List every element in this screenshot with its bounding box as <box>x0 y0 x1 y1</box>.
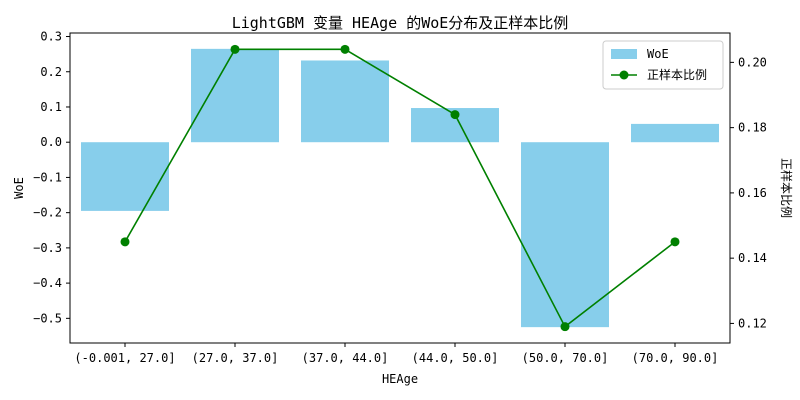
x-axis: (-0.001, 27.0] (27.0, 37.0] (37.0, 44.0] (4… <box>74 343 718 365</box>
x-axis-label: HEAge <box>382 372 418 386</box>
x-tick-label: (37.0, 44.0] <box>302 351 389 365</box>
woe-bar <box>301 60 389 143</box>
y-right-tick-label: 0.14 <box>738 251 767 265</box>
plot-frame <box>69 32 731 344</box>
y-axis-right-label: 正样本比例 <box>779 158 794 218</box>
y-left-tick-label: 0.1 <box>40 100 62 114</box>
y-right-tick-label: 0.12 <box>738 316 767 330</box>
x-tick-label: (70.0, 90.0] <box>632 351 719 365</box>
legend-label-woe: WoE <box>647 47 669 61</box>
x-tick-label: (44.0, 50.0] <box>412 351 499 365</box>
x-tick-label: (50.0, 70.0] <box>522 351 609 365</box>
y-left-tick-label: −0.1 <box>33 170 62 184</box>
positive-rate-point <box>670 237 680 247</box>
woe-bar <box>191 48 279 143</box>
line-layer <box>120 44 680 332</box>
y-left-tick-label: 0.3 <box>40 30 62 44</box>
positive-rate-point <box>450 110 460 120</box>
x-tick-label: (27.0, 37.0] <box>192 351 279 365</box>
x-tick-label: (-0.001, 27.0] <box>74 351 175 365</box>
y-left-tick-label: 0.0 <box>40 135 62 149</box>
y-right-tick-label: 0.20 <box>738 55 767 69</box>
woe-bar <box>81 142 169 211</box>
woe-bar <box>631 123 719 143</box>
y-left-tick-label: −0.2 <box>33 206 62 220</box>
chart-title: LightGBM 变量 HEAge 的WoE分布及正样本比例 <box>232 14 569 32</box>
bars-layer <box>81 48 719 328</box>
y-left-tick-label: −0.4 <box>33 276 62 290</box>
positive-rate-point <box>120 237 130 247</box>
y-left-tick-label: −0.3 <box>33 241 62 255</box>
y-left-tick-label: 0.2 <box>40 65 62 79</box>
positive-rate-line <box>124 48 676 328</box>
y-axis-left: −0.5 −0.4 −0.3 −0.2 −0.1 0.0 0.1 0.2 0.3 <box>33 30 70 325</box>
y-left-tick-label: −0.5 <box>33 311 62 325</box>
legend-label-rate: 正样本比例 <box>647 67 707 82</box>
y-axis-left-label: WoE <box>12 177 26 199</box>
woe-bar <box>521 142 609 328</box>
positive-rate-point <box>560 322 570 332</box>
positive-rate-point <box>230 44 240 54</box>
y-right-tick-label: 0.18 <box>738 121 767 135</box>
y-axis-right: 0.12 0.14 0.16 0.18 0.20 <box>730 55 767 330</box>
legend: WoE 正样本比例 <box>602 40 724 90</box>
positive-rate-point <box>340 44 350 54</box>
legend-swatch-rate-marker <box>619 70 629 80</box>
legend-swatch-woe <box>611 49 637 59</box>
y-right-tick-label: 0.16 <box>738 186 767 200</box>
